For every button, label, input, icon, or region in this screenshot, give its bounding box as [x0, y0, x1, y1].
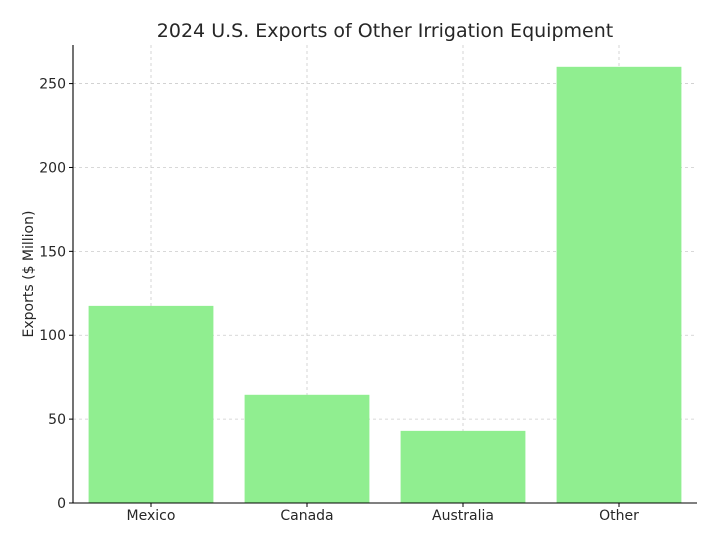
bar-mexico	[88, 305, 214, 503]
y-tick-label: 200	[39, 160, 66, 176]
x-tick-label: Australia	[432, 508, 494, 524]
bar-other	[556, 66, 682, 504]
y-tick-label: 100	[39, 328, 66, 344]
bar-canada	[244, 394, 370, 503]
tick-layer: 0 50 100 150 200 250 Mexico Canada Australia Othe…	[39, 77, 639, 524]
y-tick-label: 0	[57, 496, 66, 512]
x-tick-label: Mexico	[127, 508, 176, 524]
bar-australia	[400, 430, 526, 503]
y-axis-label: Exports ($ Million)	[21, 211, 37, 338]
bar-layer	[88, 66, 682, 504]
x-tick-label: Other	[599, 508, 639, 524]
y-tick-label: 150	[39, 244, 66, 260]
y-tick-label: 50	[48, 412, 66, 428]
x-tick-label: Canada	[280, 508, 333, 524]
axis-layer	[72, 45, 697, 504]
y-tick-label: 250	[39, 77, 66, 93]
chart-title: 2024 U.S. Exports of Other Irrigation Eq…	[157, 20, 613, 42]
